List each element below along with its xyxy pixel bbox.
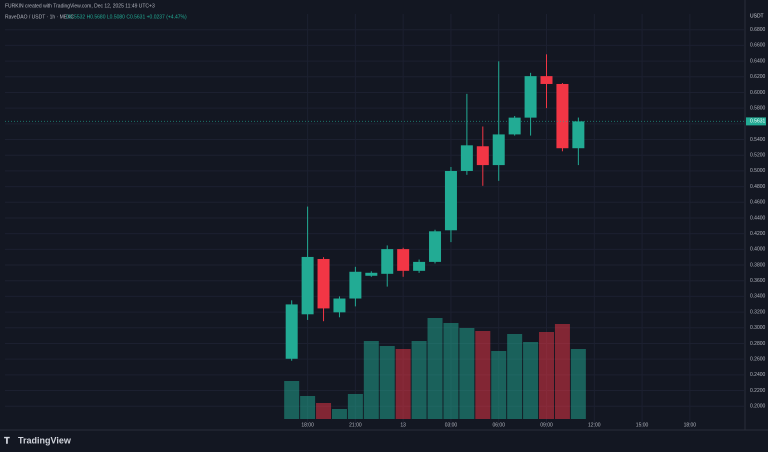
candle-body [429,231,442,262]
brand: TradingView [18,435,72,445]
last-price-box [746,117,766,126]
y-tick-label: 0.6600 [750,43,766,49]
candle-body [508,117,521,135]
candle-body [317,258,330,309]
currency: USDT [750,13,764,19]
y-tick-label: 0.3600 [750,278,766,284]
y-tick-label: 0.6000 [750,90,766,96]
candle-body [333,298,346,313]
y-tick-label: 0.2800 [750,341,766,347]
x-tick-label: 21:00 [349,422,362,428]
y-tick-label: 0.4600 [750,200,766,206]
x-tick-label: 09:00 [540,422,553,428]
y-tick-label: 0.2600 [750,356,766,362]
candle-body [460,145,473,171]
ohlc: O0.5532 H0.5680 L0.5080 C0.5631 +0.0237 … [66,14,187,20]
y-tick-label: 0.5000 [750,168,766,174]
volume-bar [443,323,459,419]
volume-bar [395,349,411,419]
y-tick-label: 0.2200 [750,388,766,394]
volume-bar [539,332,555,419]
y-tick-label: 0.6400 [750,58,766,64]
y-tick-label: 0.6800 [750,27,766,33]
y-tick-label: 0.4800 [750,184,766,190]
y-tick-label: 0.3400 [750,294,766,300]
x-tick-label: 18:00 [301,422,314,428]
x-tick-label: 03:00 [445,422,458,428]
last-price-label: 0.5631 [750,119,766,125]
y-tick-label: 0.2000 [750,404,766,410]
candle-body [524,76,537,118]
y-tick-label: 0.5200 [750,153,766,159]
y-tick-label: 0.2400 [750,372,766,378]
candle-body [301,256,314,315]
volume-bar [523,342,539,419]
candle-body [492,134,505,166]
y-tick-label: 0.3200 [750,309,766,315]
candle-body [397,249,410,271]
candle-body [476,146,489,166]
volume-bar [379,346,395,419]
candle-body [365,272,378,276]
candle-body [349,271,362,299]
volume-bar [347,394,363,419]
y-tick-label: 0.3800 [750,262,766,268]
volume-bar [554,324,570,419]
x-tick-label: 06:00 [492,422,505,428]
y-tick-label: 0.5400 [750,137,766,143]
x-tick-label: 15:00 [636,422,649,428]
y-tick-label: 0.5800 [750,105,766,111]
candle-body [444,170,457,231]
x-tick-label: 13 [400,422,406,428]
y-tick-label: 0.4200 [750,231,766,237]
candle-body [556,83,569,149]
y-tick-label: 0.3000 [750,325,766,331]
volume-bar [570,349,586,419]
y-tick-label: 0.6200 [750,74,766,80]
volume-bar [507,334,523,419]
symbol: RaveDAO / USDT · 1h · MEXC [5,14,74,20]
y-tick-label: 0.4000 [750,247,766,253]
volume-bar [300,396,316,419]
candle-body [413,261,426,271]
volume-bar [427,318,443,419]
volume-bar [475,331,491,419]
volume-bar [284,381,300,419]
credit: FURKIN created with TradingView.com, Dec… [5,3,155,9]
volume-bar [316,403,332,419]
volume-bar [491,351,507,419]
candle-body [285,304,298,359]
candle-body [572,121,585,149]
volume-bar [411,341,427,419]
candle-body [540,76,553,84]
candle-body [381,249,394,274]
volume-bar [459,328,475,419]
y-tick-label: 0.4400 [750,215,766,221]
volume-bar [363,341,379,419]
volume-bar [331,409,347,419]
x-tick-label: 18:00 [684,422,697,428]
x-tick-label: 12:00 [588,422,601,428]
brand-logo: 𝐓 [4,435,10,445]
